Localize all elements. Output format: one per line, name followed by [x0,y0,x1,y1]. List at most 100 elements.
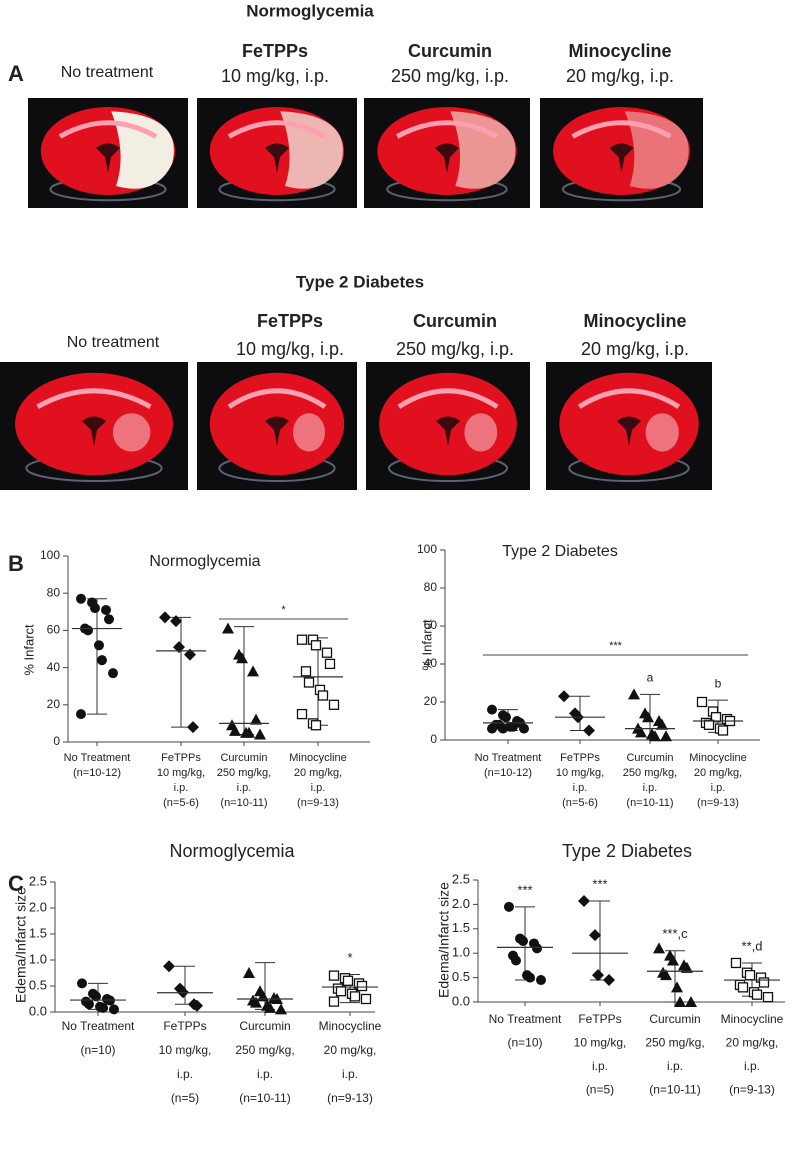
brain-photo [364,98,530,208]
dot [98,1002,108,1013]
x-tick-label: i.p. [342,1067,358,1081]
x-tick-label: Minocycline [319,1019,382,1033]
dot [328,970,340,981]
dot [310,720,322,731]
dot [101,604,111,615]
x-tick-label: 20 mg/kg, [726,1036,779,1050]
dot [642,711,654,723]
x-tick-label: (n=10-11) [239,1091,290,1105]
dot [76,593,86,604]
y-axis-label: % Infarct [419,619,434,671]
x-tick-label: FeTPPs [161,752,201,764]
dot [184,648,196,661]
y-tick-label: 1.5 [452,920,470,935]
dot [104,614,114,625]
photo-caption: 10 mg/kg, i.p. [236,339,344,359]
dot [508,721,518,732]
y-tick-label: 2.5 [29,873,47,888]
photo-caption: Minocycline [583,311,686,331]
x-tick-label: (n=10-11) [220,797,267,809]
brain-photo [366,362,530,490]
x-tick-label: 250 mg/kg, [235,1043,294,1057]
x-tick-label: i.p. [744,1059,760,1073]
x-tick-label: 20 mg/kg, [294,767,342,779]
dot [685,996,697,1007]
x-tick-label: 250 mg/kg, [623,767,677,779]
dot [681,961,693,973]
x-tick-label: i.p. [667,1059,683,1073]
row-title: Normoglycemia [246,1,374,20]
y-axis-label: Edema/Infarct size [13,887,29,1003]
y-tick-label: 2.0 [452,896,470,911]
brain-photo [0,362,188,490]
x-tick-label: Minocycline [721,1012,784,1026]
dot [360,993,372,1005]
x-tick-label: No Treatment [475,752,542,764]
x-tick-label: (n=10-11) [649,1083,700,1097]
dot [243,967,255,978]
dot [671,981,683,993]
x-tick-label: 20 mg/kg, [694,767,742,779]
chart-title: Type 2 Diabetes [502,543,618,560]
photo-caption: FeTPPs [242,41,308,61]
x-tick-label: (n=5-6) [562,797,598,809]
photo-caption: No treatment [67,334,160,351]
significance-label: b [715,676,722,690]
dot [321,647,333,658]
y-axis-label: % Infarct [21,624,36,676]
x-tick-label: Minocycline [689,752,746,764]
dot [758,977,770,988]
y-tick-label: 100 [417,542,437,556]
dot [254,728,266,740]
photo-caption: 20 mg/kg, i.p. [581,339,689,359]
brain-photo [546,362,712,490]
ventricle [609,143,634,173]
dot [250,713,262,725]
dot-plot: Type 2 Diabetes % Infarct 0 20 40 60 80 100 No T… [417,542,760,809]
row-title: Type 2 Diabetes [296,272,424,291]
dot [324,658,336,670]
dot [558,690,570,703]
significance-label: * [281,604,286,616]
dot [504,901,514,912]
dot [328,699,340,710]
x-tick-label: (n=9-13) [297,797,339,809]
y-tick-label: 80 [424,580,438,594]
infarct-faint [293,413,325,452]
chart-title: Normoglycemia [149,553,260,570]
dot [94,640,104,651]
dot [159,611,171,624]
dot [84,999,94,1010]
significance-label: a [647,671,654,685]
significance-label: * [347,950,352,965]
dot [653,942,665,954]
x-tick-label: i.p. [311,782,326,794]
dot [317,690,329,701]
dot [730,957,742,969]
dot [349,991,361,1002]
brain-photo [28,98,188,208]
x-tick-label: No Treatment [489,1012,562,1026]
dot [342,975,354,986]
dot [170,615,182,628]
dot [91,991,101,1002]
y-tick-label: 0 [430,732,437,746]
x-tick-label: 10 mg/kg, [159,1043,212,1057]
infarct-faint [112,413,151,452]
dot [717,725,729,736]
infarct [111,111,174,189]
x-tick-label: i.p. [174,782,189,794]
y-tick-label: 40 [47,660,61,674]
infarct-faint [645,413,679,452]
y-tick-label: 60 [47,623,61,637]
photo-caption: Curcumin [408,41,492,61]
ventricle [436,416,460,446]
cortex-band [36,388,152,409]
cortex-band [227,388,327,409]
dot [236,652,248,664]
infarct-faint [464,413,498,452]
x-tick-label: (n=9-13) [729,1083,775,1097]
x-tick-label: Curcumin [626,752,673,764]
dot [628,688,640,700]
